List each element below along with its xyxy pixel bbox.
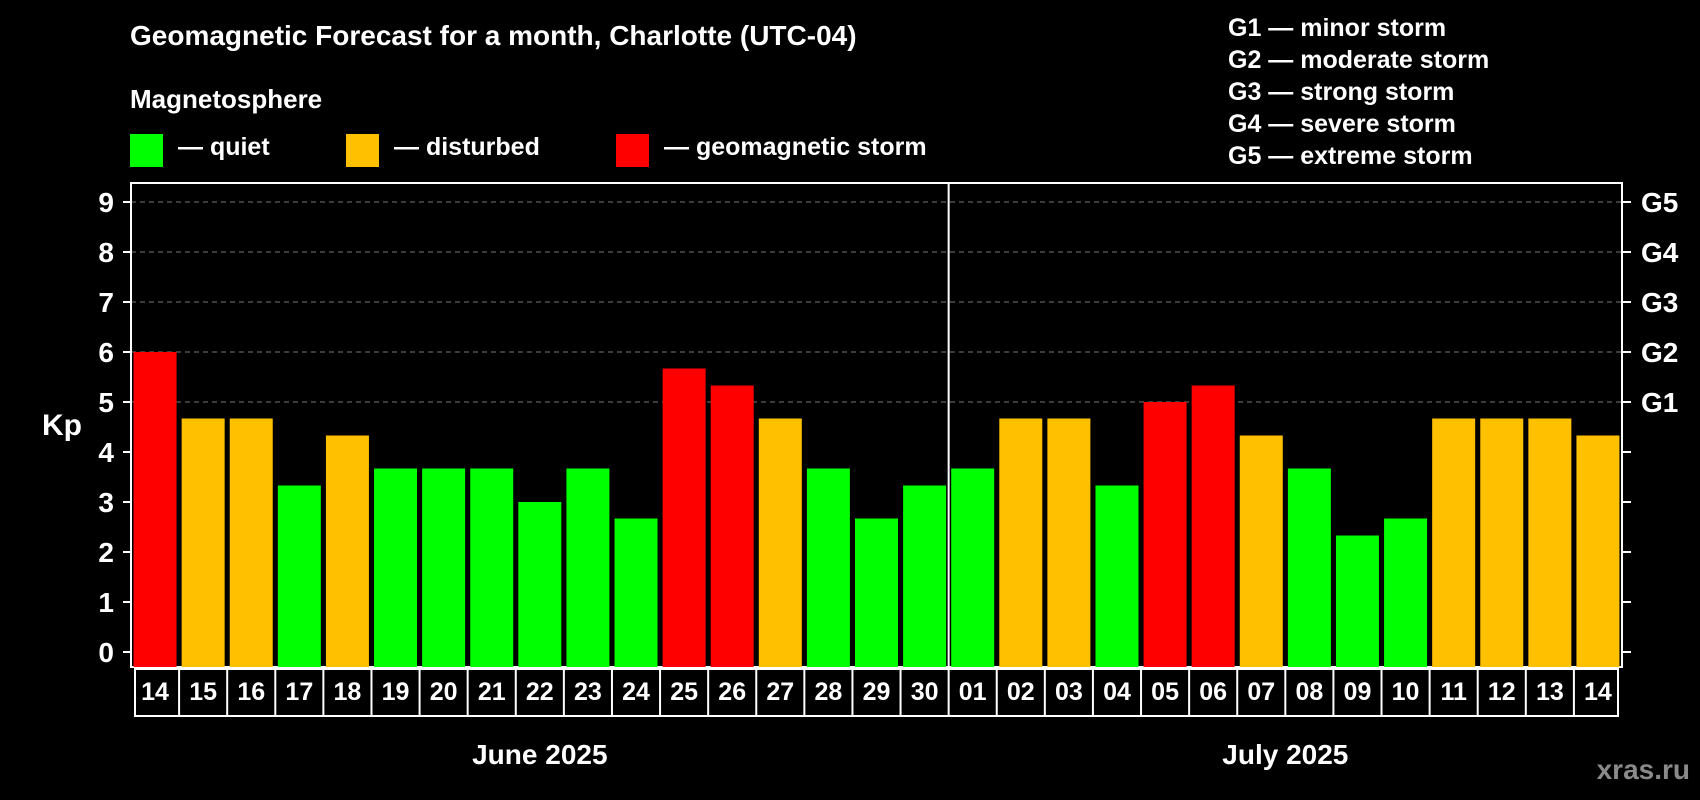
kp-bar (518, 502, 562, 667)
x-tick-label: 06 (1199, 678, 1227, 706)
kp-bar (1480, 418, 1524, 667)
y-tick-label: 6 (98, 337, 114, 368)
kp-bar (662, 368, 706, 667)
month-label: July 2025 (1222, 739, 1348, 770)
x-tick-label: 17 (285, 678, 313, 706)
x-tick-label: 20 (430, 678, 458, 706)
x-tick-label: 28 (814, 678, 842, 706)
kp-bar (325, 435, 369, 667)
kp-bar (1095, 485, 1139, 667)
x-tick-label: 12 (1488, 678, 1516, 706)
kp-bar (133, 352, 177, 667)
x-tick-label: 29 (863, 678, 891, 706)
x-tick-label: 08 (1295, 678, 1323, 706)
y-axis-label: Kp (42, 409, 82, 442)
kp-bar (1576, 435, 1620, 667)
legend-label-quiet: — quiet (178, 133, 270, 161)
x-tick-label: 19 (382, 678, 410, 706)
kp-bar (181, 418, 225, 667)
x-tick-label: 03 (1055, 678, 1083, 706)
x-tick-label: 14 (1584, 678, 1612, 706)
legend-swatch-storm (616, 134, 649, 167)
legend-swatch-disturbed (346, 134, 379, 167)
y-tick-label: 3 (98, 487, 114, 518)
y-tick-label: 9 (98, 187, 114, 218)
g-scale-label: G3 (1641, 287, 1678, 318)
x-tick-label: 09 (1344, 678, 1372, 706)
storm-scale-g4: G4 — severe storm (1228, 110, 1456, 138)
x-tick-label: 26 (718, 678, 746, 706)
storm-scale-legend: G1 — minor storm G2 — moderate storm G3 … (1228, 12, 1489, 172)
y-tick-label: 8 (98, 237, 114, 268)
y-tick-label: 0 (98, 637, 114, 668)
kp-bar (758, 418, 802, 667)
g-scale-label: G2 (1641, 337, 1678, 368)
x-tick-label: 11 (1440, 678, 1467, 706)
x-tick-label: 14 (141, 678, 169, 706)
x-tick-label: 07 (1247, 678, 1275, 706)
kp-bar (999, 418, 1043, 667)
x-tick-label: 01 (959, 678, 987, 706)
legend-label-disturbed: — disturbed (394, 133, 540, 161)
x-tick-label: 25 (670, 678, 698, 706)
x-tick-label: 27 (766, 678, 794, 706)
x-tick-label: 04 (1103, 678, 1131, 706)
legend-title: Magnetosphere (130, 84, 323, 114)
y-tick-label: 7 (98, 287, 114, 318)
x-tick-label: 22 (526, 678, 554, 706)
storm-scale-g2: G2 — moderate storm (1228, 46, 1490, 74)
kp-bar (1239, 435, 1283, 667)
month-label: June 2025 (472, 739, 607, 770)
legend-label-storm: — geomagnetic storm (664, 133, 927, 161)
y-tick-label: 1 (98, 587, 114, 618)
x-tick-label: 15 (189, 678, 217, 706)
kp-bar (614, 518, 658, 667)
g-scale-label: G1 (1641, 387, 1678, 418)
g-scale-label: G5 (1641, 187, 1678, 218)
kp-bar (422, 468, 466, 667)
kp-bar (470, 468, 514, 667)
kp-bar (855, 518, 898, 667)
x-tick-label: 02 (1007, 678, 1035, 706)
kp-bar (1143, 402, 1187, 667)
kp-bar (710, 385, 754, 667)
y-tick-label: 2 (98, 537, 114, 568)
y-tick-label: 5 (98, 387, 114, 418)
watermark: xras.ru (1596, 754, 1690, 785)
kp-bar (1191, 385, 1235, 667)
kp-bar (1335, 535, 1379, 667)
x-tick-label: 10 (1392, 678, 1420, 706)
x-tick-label: 30 (911, 678, 939, 706)
kp-bar (229, 418, 273, 667)
x-tick-label: 13 (1536, 678, 1564, 706)
storm-scale-g5: G5 — extreme storm (1228, 142, 1473, 170)
day-label-strip (134, 668, 1619, 717)
legend-swatch-quiet (130, 134, 163, 167)
x-tick-label: 21 (478, 678, 506, 706)
y-tick-label: 4 (98, 437, 114, 468)
x-tick-label: 23 (574, 678, 602, 706)
kp-bar (1528, 418, 1572, 667)
kp-bar (277, 485, 321, 667)
x-tick-label: 16 (237, 678, 265, 706)
kp-bar (566, 468, 610, 667)
kp-bar (1384, 518, 1428, 667)
x-tick-label: 05 (1151, 678, 1179, 706)
kp-bar (1432, 418, 1476, 667)
g-scale-label: G4 (1641, 237, 1679, 268)
kp-bar (951, 468, 995, 667)
kp-bar (1287, 468, 1331, 667)
kp-bar (374, 468, 418, 667)
kp-bar (903, 485, 947, 667)
chart-title: Geomagnetic Forecast for a month, Charlo… (130, 20, 857, 51)
kp-bar (806, 468, 850, 667)
kp-bar (1047, 418, 1091, 667)
x-tick-label: 24 (622, 678, 650, 706)
storm-scale-g3: G3 — strong storm (1228, 78, 1455, 106)
x-tick-label: 18 (334, 678, 362, 706)
storm-scale-g1: G1 — minor storm (1228, 14, 1447, 42)
